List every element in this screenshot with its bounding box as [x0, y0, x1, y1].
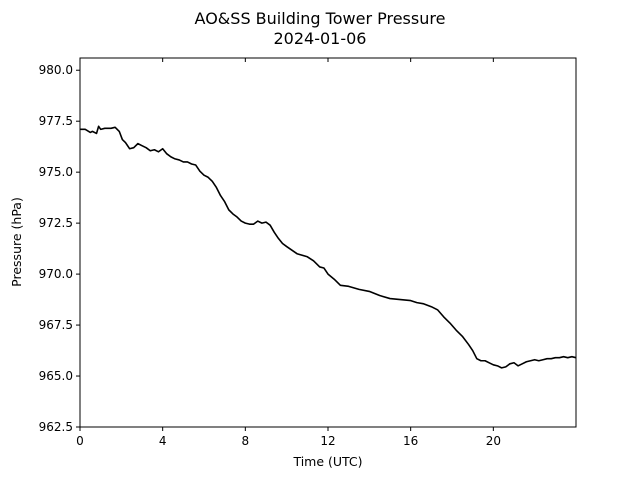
y-tick-label: 972.5: [39, 216, 73, 230]
x-tick-label: 4: [159, 434, 167, 448]
y-tick-label: 970.0: [39, 267, 73, 281]
y-tick-label: 965.0: [39, 369, 73, 383]
y-tick-label: 975.0: [39, 165, 73, 179]
pressure-series-line: [80, 125, 577, 369]
chart-title: AO&SS Building Tower Pressure: [195, 9, 446, 28]
plot-frame: [79, 57, 577, 428]
y-tick-label: 977.5: [39, 114, 73, 128]
x-tick-label: 16: [403, 434, 418, 448]
x-tick-label: 12: [320, 434, 335, 448]
y-axis-label: Pressure (hPa): [9, 197, 24, 287]
chart-subtitle: 2024-01-06: [274, 29, 367, 48]
y-tick-label: 980.0: [39, 63, 73, 77]
y-tick-label: 967.5: [39, 318, 73, 332]
x-tick-label: 20: [486, 434, 501, 448]
x-axis-ticks: 0 4 8 12 16 20: [76, 58, 501, 448]
x-axis-label: Time (UTC): [292, 454, 362, 469]
x-tick-label: 8: [242, 434, 250, 448]
y-axis-ticks: 962.5 965.0 967.5 970.0 972.5 975.0 977.5 980.0: [39, 63, 80, 434]
y-tick-label: 962.5: [39, 420, 73, 434]
x-tick-label: 0: [76, 434, 84, 448]
